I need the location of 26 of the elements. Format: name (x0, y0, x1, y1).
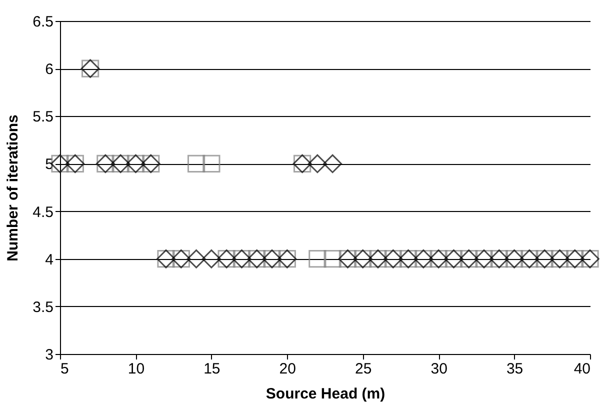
x-tick-label: 20 (279, 360, 296, 378)
y-tick-label: 3 (45, 346, 54, 364)
x-tick-label: 30 (430, 360, 448, 378)
x-tick-label: 10 (128, 360, 145, 378)
point (202, 154, 220, 173)
y-tick-label: 4.5 (32, 204, 54, 221)
x-tick-label: 5 (60, 360, 69, 378)
x-tick-label: 25 (355, 360, 372, 378)
point (323, 154, 342, 174)
y-tick-label: 3.5 (32, 298, 54, 316)
x-tick-label: 35 (506, 360, 524, 378)
point (308, 250, 326, 268)
point (324, 250, 342, 268)
x-tick-label: 15 (204, 360, 220, 378)
point (186, 249, 206, 268)
y-tick-label: 4 (45, 251, 54, 268)
y-tick-label: 6.5 (32, 14, 54, 30)
y-axis-title: Number of iterations (4, 114, 22, 262)
x-axis-title: Source Head (m) (266, 386, 386, 402)
y-tick-label: 6 (45, 61, 54, 78)
y-tick-label: 5 (45, 156, 54, 174)
y-tick-label: 5.5 (32, 108, 54, 126)
x-tick-label: 40 (574, 360, 590, 378)
point (187, 154, 206, 173)
point (202, 249, 221, 268)
point (308, 154, 327, 174)
